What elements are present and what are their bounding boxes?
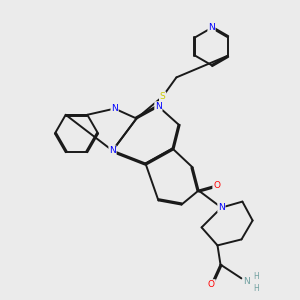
Text: N: N xyxy=(109,146,116,155)
Text: O: O xyxy=(213,181,220,190)
Text: N: N xyxy=(155,102,162,111)
Text: N: N xyxy=(243,277,250,286)
Text: N: N xyxy=(208,23,215,32)
Text: H: H xyxy=(254,284,260,293)
Text: S: S xyxy=(160,92,166,101)
Text: N: N xyxy=(111,104,118,113)
Text: N: N xyxy=(218,203,225,212)
Text: H: H xyxy=(254,272,260,281)
Text: O: O xyxy=(208,280,215,289)
